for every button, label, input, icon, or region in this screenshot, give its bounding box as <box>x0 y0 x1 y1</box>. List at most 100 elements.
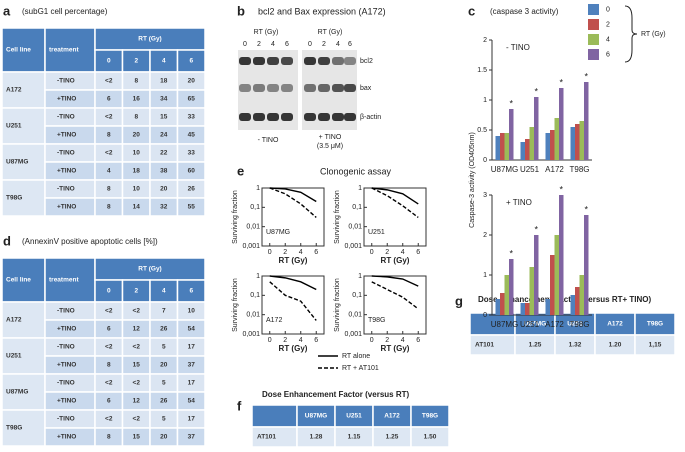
table-value: 45 <box>188 132 196 139</box>
table-value: 33 <box>188 114 196 121</box>
column-header: U87MG <box>524 321 546 328</box>
blot-band <box>281 113 293 121</box>
x-tick-label: 2 <box>385 249 389 256</box>
table-value: 18 <box>160 78 168 85</box>
y-tick-label: 0,01 <box>246 312 260 319</box>
significance-marker: * <box>559 184 563 194</box>
table-value: 4 <box>107 168 111 175</box>
table-value: 8 <box>107 204 111 211</box>
y-axis-label: Surviving fraction <box>232 278 239 332</box>
x-tick-label: U87MG <box>491 165 519 174</box>
panel-label: g <box>455 293 463 308</box>
table-value: 55 <box>188 204 196 211</box>
x-tick-label: 0 <box>268 337 272 344</box>
bar <box>545 299 550 315</box>
table-value: 8 <box>107 362 111 369</box>
table-cell <box>1 373 46 411</box>
row-header: U251 <box>6 123 22 130</box>
panel-annotation: U251 <box>368 229 385 236</box>
x-axis-label: RT (Gy) <box>381 344 410 353</box>
protein-label: bcl2 <box>360 58 373 65</box>
row-header: T98G <box>6 195 22 202</box>
table-value: 6 <box>107 96 111 103</box>
x-axis-label: RT (Gy) <box>381 256 410 265</box>
column-header: treatment <box>49 277 79 284</box>
treatment: +TINO <box>57 362 76 369</box>
x-axis-label: RT (Gy) <box>279 344 308 353</box>
x-tick-label: U251 <box>520 165 540 174</box>
table-title: Dose Enhancement Factor (versus RT+ TINO… <box>478 295 651 304</box>
bar <box>520 142 525 160</box>
legend-label: 6 <box>606 51 610 58</box>
table-value: 8 <box>134 114 138 121</box>
blot-band <box>332 84 344 92</box>
blot-band <box>253 113 265 121</box>
treatment: -TINO <box>57 308 75 315</box>
condition-label: - TINO <box>258 137 279 144</box>
table-cell <box>1 107 46 145</box>
table-value: <2 <box>105 78 113 85</box>
x-tick-label: 0 <box>268 249 272 256</box>
column-header: Cell line <box>6 47 31 54</box>
chart-title: Clonogenic assay <box>320 166 392 176</box>
line <box>371 187 419 219</box>
legend-label: 2 <box>606 21 610 28</box>
blot-band <box>332 57 344 65</box>
column-header: T98G <box>647 321 663 328</box>
x-tick-label: 6 <box>416 249 420 256</box>
table-value: <2 <box>133 416 141 423</box>
y-tick-label: 0,1 <box>352 292 362 299</box>
column-header: 4 <box>162 288 166 295</box>
treatment: +TINO <box>57 204 76 211</box>
y-tick-label: 0 <box>483 157 487 164</box>
treatment: -TINO <box>57 114 75 121</box>
plot-frame <box>363 187 427 247</box>
table-cell <box>44 257 96 303</box>
table-value: 37 <box>188 434 196 441</box>
bar <box>554 235 559 315</box>
x-tick-label: U87MG <box>491 320 519 329</box>
significance-marker: * <box>584 71 588 81</box>
column-header: A172 <box>384 413 400 420</box>
legend-label: RT alone <box>342 353 370 360</box>
significance-marker: * <box>509 98 513 108</box>
column-header: A172 <box>607 321 623 328</box>
bar <box>500 133 505 160</box>
y-axis-label: Surviving fraction <box>232 190 239 244</box>
y-tick-label: 1 <box>256 273 260 280</box>
table-value: 5 <box>162 416 166 423</box>
column-header: 2 <box>134 288 138 295</box>
x-tick-label: U251 <box>520 320 540 329</box>
x-tick-label: 0 <box>370 337 374 344</box>
bar <box>495 136 500 160</box>
table-cell <box>634 334 676 356</box>
y-tick-label: 2 <box>483 232 487 239</box>
blot-band <box>253 84 265 92</box>
y-tick-label: 1.5 <box>477 67 487 74</box>
column-header: 0 <box>107 288 111 295</box>
protein-label: bax <box>360 85 372 92</box>
table-value: 10 <box>188 308 196 315</box>
annotation: - TINO <box>506 43 530 52</box>
bar <box>529 127 534 160</box>
significance-marker: * <box>584 204 588 214</box>
blot-band <box>239 84 251 92</box>
blot-band <box>344 113 356 121</box>
table-value: <2 <box>105 344 113 351</box>
y-tick-label: 1 <box>358 273 362 280</box>
table-value: 26 <box>188 186 196 193</box>
panel-label: d <box>3 233 11 248</box>
x-tick-label: 6 <box>314 249 318 256</box>
plot-frame <box>363 275 427 335</box>
blot-band <box>318 84 330 92</box>
table-value: 20 <box>160 186 168 193</box>
chart-title: (caspase 3 activity) <box>490 7 559 16</box>
line <box>371 275 419 287</box>
column-header: RT (Gy) <box>138 266 161 273</box>
table-value: <2 <box>133 344 141 351</box>
dose-label: 0 <box>243 41 247 48</box>
panel-annotation: A172 <box>266 317 282 324</box>
table-title: Dose Enhancement Factor (versus RT) <box>262 390 409 399</box>
table-value: 17 <box>188 416 196 423</box>
table-value: 20 <box>133 132 141 139</box>
